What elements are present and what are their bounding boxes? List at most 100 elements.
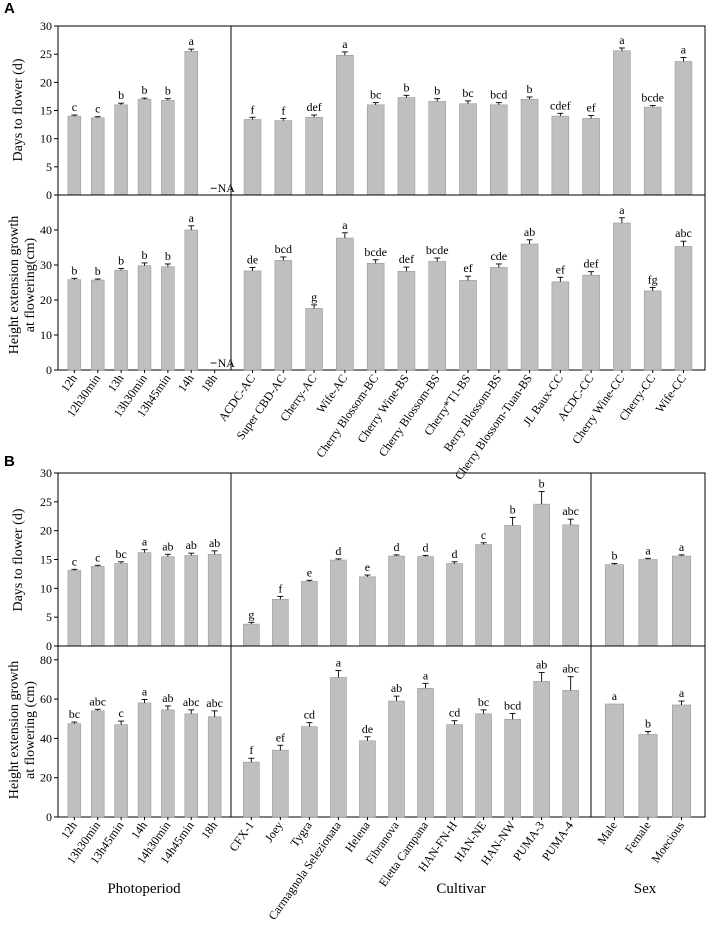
- bar-han-fn-h: [446, 563, 463, 647]
- significance-letter: b: [645, 717, 651, 731]
- significance-letter: cdef: [550, 98, 571, 112]
- bar-puma-3: [533, 681, 550, 818]
- significance-letter: d: [335, 544, 341, 558]
- bar-cherry-cc: [643, 290, 662, 371]
- bar-han-ne: [475, 713, 492, 818]
- bar-cherry-blossom-bc: [366, 104, 385, 196]
- significance-letter: b: [165, 84, 171, 98]
- significance-letter: b: [118, 88, 124, 102]
- bar-han-nw: [504, 719, 521, 818]
- bar-wife-cc: [674, 61, 693, 196]
- y-axis-label: Height extension growthat flowering(cm): [7, 216, 38, 354]
- significance-letter: abc: [562, 504, 579, 518]
- bar-14h45min: [184, 555, 198, 647]
- y-tick-label: 20: [40, 771, 52, 785]
- significance-letter: de: [247, 252, 258, 266]
- bar-13h30min: [137, 265, 152, 371]
- significance-letter: bcde: [641, 90, 664, 104]
- y-tick-label: 20: [40, 524, 52, 538]
- bar-14h: [184, 229, 198, 371]
- bar-12h: [67, 570, 82, 647]
- x-tick-label-12h: 12h: [58, 819, 80, 842]
- bar-fibranova: [388, 555, 405, 647]
- x-tick-label-14h: 14h: [175, 372, 197, 395]
- significance-letter: d: [452, 547, 458, 561]
- bar-13h45min: [161, 266, 175, 371]
- y-axis-label: Days to flower (d): [11, 58, 26, 161]
- y-tick-label: 40: [40, 223, 52, 237]
- y-tick-label: 25: [40, 495, 52, 509]
- y-tick-label: 80: [40, 653, 52, 667]
- y-tick-label: 15: [40, 104, 52, 118]
- bar-jl-baux-cc: [551, 281, 570, 371]
- bar-berry-blossom-bs: [490, 267, 508, 371]
- y-tick-label: 0: [46, 810, 52, 824]
- significance-letter: bcde: [426, 243, 449, 257]
- significance-letter: c: [72, 554, 77, 568]
- y-tick-label: 60: [40, 692, 52, 706]
- group-label-photoperiod: Photoperiod: [107, 881, 181, 897]
- x-tick-label-moecious: Moecious: [648, 818, 687, 865]
- significance-letter: b: [539, 476, 545, 490]
- na-label: NA: [218, 356, 236, 370]
- significance-letter: bc: [462, 86, 473, 100]
- significance-letter: c: [95, 102, 100, 116]
- significance-letter: b: [510, 502, 516, 516]
- significance-letter: f: [251, 102, 255, 116]
- group-label-cultivar: Cultivar: [436, 881, 485, 897]
- bar-tygra: [301, 581, 318, 647]
- significance-letter: bc: [478, 695, 489, 709]
- bar-female: [638, 734, 658, 818]
- y-axis-label-line: Height extension growth: [7, 216, 22, 354]
- panel-label-b: B: [4, 453, 15, 470]
- significance-letter: d: [393, 540, 399, 554]
- bar-13h: [114, 104, 128, 196]
- significance-letter: bc: [69, 707, 80, 721]
- y-tick-label: 0: [46, 188, 52, 202]
- bar-eletta-campana: [417, 687, 434, 818]
- significance-letter: cde: [490, 249, 507, 263]
- na-label: NA: [218, 181, 236, 195]
- significance-letter: b: [95, 264, 101, 278]
- y-axis-label-line: at flowering (cm): [23, 681, 38, 779]
- significance-letter: b: [165, 249, 171, 263]
- bar-cherry-blossom-bs: [428, 261, 446, 371]
- significance-letter: a: [679, 686, 685, 700]
- bar-14h30min: [161, 556, 175, 647]
- bar-moecious: [672, 704, 692, 818]
- bar-male: [604, 703, 624, 818]
- bar-cherry-wine-cc: [613, 50, 631, 196]
- significance-letter: bc: [370, 88, 381, 102]
- y-tick-label: 5: [46, 610, 52, 624]
- bar-male: [604, 564, 624, 647]
- bar-14h: [184, 51, 198, 196]
- significance-letter: bcd: [490, 88, 507, 102]
- y-tick-label: 0: [46, 639, 52, 653]
- y-tick-label: 15: [40, 553, 52, 567]
- significance-letter: ab: [209, 536, 220, 550]
- y-tick-label: 30: [40, 258, 52, 272]
- significance-letter: b: [118, 254, 124, 268]
- significance-letter: bcde: [364, 245, 387, 259]
- bar-13h30min: [91, 710, 105, 818]
- significance-letter: fg: [648, 272, 658, 286]
- y-axis-label: Height extension growthat flowering (cm): [7, 661, 38, 799]
- y-axis-label-line: Height extension growth: [7, 661, 22, 799]
- x-tick-label-tygra: Tygra: [287, 818, 315, 849]
- bar-cfx-1: [243, 761, 260, 818]
- y-tick-label: 10: [40, 581, 52, 595]
- significance-letter: bcd: [275, 242, 292, 256]
- y-tick-label: 10: [40, 132, 52, 146]
- chart-a-days: 0 5 10 15 20 25 30 Days to flower (d) c c b b b a NA f f…: [11, 19, 706, 202]
- significance-letter: def: [583, 257, 598, 271]
- y-tick-label: 30: [40, 466, 52, 480]
- x-tick-label-12h: 12h: [58, 372, 80, 395]
- bar-puma-3: [533, 503, 550, 647]
- bar-cherry-wine-bs: [397, 270, 416, 371]
- significance-letter: b: [434, 84, 440, 98]
- bar-female: [638, 559, 658, 647]
- bar-12h30min: [91, 117, 105, 196]
- bar-han-ne: [475, 544, 492, 647]
- bar-wife-ac: [336, 237, 354, 371]
